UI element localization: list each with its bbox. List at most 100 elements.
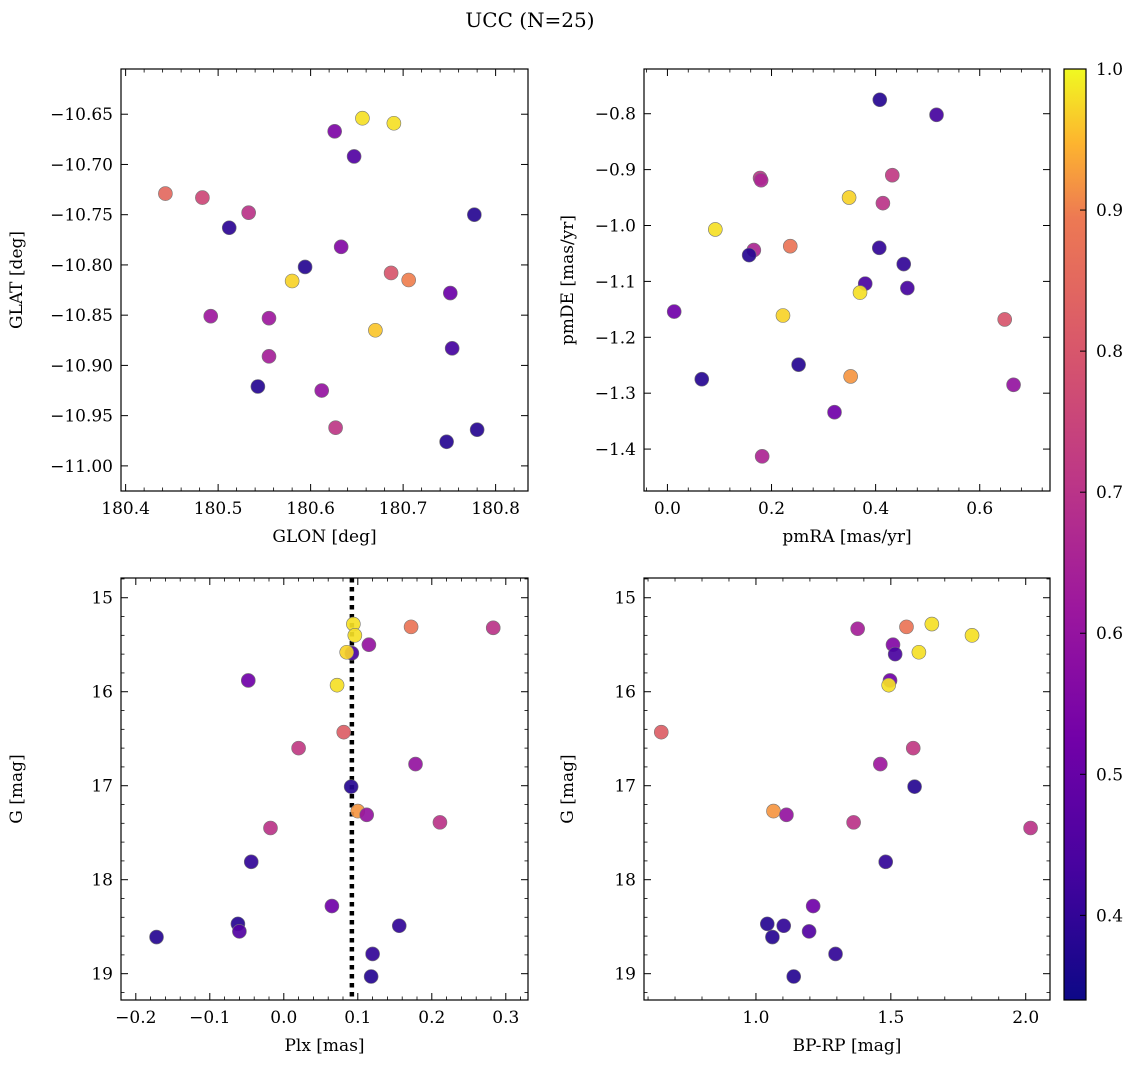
panels: 180.4 180.5 180.6 180.7 180.8−10.65−10.70−10… [7,68,1051,1056]
data-point [432,815,448,830]
y-tick-label: 16 [614,683,636,703]
data-point [336,724,352,740]
data-point [383,265,399,281]
colorbar-tick-label: 0.7 [1096,483,1123,503]
data-point [776,918,792,934]
data-point [284,273,300,289]
data-point [896,256,912,272]
y-axis-label: GLAT [deg] [7,231,27,329]
data-point [149,929,164,945]
data-point [263,820,278,836]
data-point [329,677,345,693]
data-point [1006,377,1021,393]
data-point [775,308,791,323]
data-point [467,207,482,222]
data-point [779,807,794,823]
x-tick-label: 180.6 [286,499,335,519]
data-point [964,628,980,643]
data-point [759,916,775,932]
x-tick-label: 0.2 [758,499,785,519]
data-point [261,349,277,364]
data-point [841,190,857,205]
data-point [240,673,256,688]
data-point [900,280,915,296]
x-tick-label: 0.1 [344,1008,371,1028]
x-tick-label: 0.0 [654,499,681,519]
plot-frame [120,577,529,1001]
data-point [653,724,669,740]
data-point [327,123,342,139]
y-tick-label: 15 [614,589,636,609]
x-tick-label: 0.2 [418,1008,445,1028]
data-point [408,756,423,772]
panel-plx_g: −0.2 −0.1 0.0 0.1 0.2 0.3 15 16 17 18 19 Plx [mas] G… [7,577,529,1056]
data-point [765,929,780,945]
y-tick-label: −10.80 [50,256,113,276]
y-tick-label: −1.2 [595,328,636,348]
colorbar-tick-label: 0.5 [1096,765,1123,785]
data-point [232,924,247,939]
y-tick-label: −11.00 [50,457,113,477]
data-point [873,756,888,772]
plot-frame [120,68,529,492]
data-point [439,434,454,450]
colorbar-gradient [1063,68,1087,1001]
data-point [333,239,349,255]
data-point [801,924,817,939]
data-point [403,619,419,635]
data-point [361,637,377,653]
colorbar: 0.4 0.5 0.6 0.7 0.8 0.9 1.0 [1063,60,1123,1001]
data-point [694,371,710,387]
x-tick-label: 1.0 [742,1008,769,1028]
data-point [401,272,416,288]
data-point [485,620,501,636]
x-axis-label: Plx [mas] [284,1036,364,1056]
x-tick-label: 180.4 [101,499,150,519]
x-tick-label: 180.7 [379,499,428,519]
x-tick-label: −0.1 [189,1008,230,1028]
data-point [852,285,868,300]
x-tick-label: 180.8 [471,499,520,519]
data-point [878,854,894,870]
y-tick-label: −10.95 [50,407,113,427]
y-tick-label: −10.85 [50,306,113,326]
plot-frame [643,577,1051,1001]
x-tick-label: 0.3 [492,1008,519,1028]
data-point [872,92,888,108]
data-point [791,357,806,372]
data-point [444,341,460,356]
data-point [887,646,903,662]
x-axis-label: pmRA [mas/yr] [782,527,911,547]
data-point [195,190,210,205]
y-tick-label: −10.90 [50,356,113,376]
data-point [708,222,723,237]
data-point [907,779,922,794]
figure-title: UCC (N=25) [465,8,594,32]
y-tick-label: −10.65 [50,105,113,125]
data-point [365,946,380,962]
data-point [343,779,359,794]
colorbar-tick-label: 0.9 [1096,201,1123,221]
data-point [469,422,485,438]
y-tick-label: 17 [614,777,636,797]
data-point [846,815,861,830]
data-point [805,898,821,914]
data-point [355,110,370,126]
data-point [442,285,458,301]
data-point [753,172,769,188]
data-point [766,803,781,819]
data-point [884,167,900,183]
x-tick-label: 1.5 [877,1008,904,1028]
data-point [324,898,340,914]
y-tick-label: −1.3 [595,384,636,404]
data-point [386,115,402,131]
colorbar-tick-label: 0.6 [1096,624,1123,644]
data-point [850,621,865,637]
y-tick-label: −1.1 [595,272,636,292]
data-point [368,322,383,338]
colorbar-tick-label: 0.8 [1096,342,1123,362]
x-tick-label: 0.0 [270,1008,297,1028]
data-point [828,946,843,962]
y-tick-label: −10.70 [50,155,113,175]
data-point [754,449,770,464]
